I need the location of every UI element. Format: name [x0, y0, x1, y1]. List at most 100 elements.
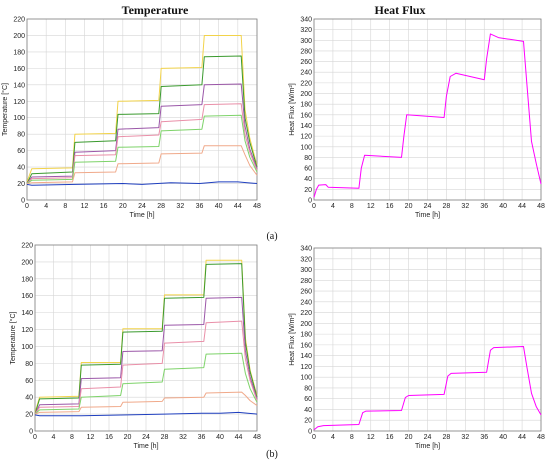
x-tick-label: 36	[480, 434, 488, 441]
y-tick-label: 20	[25, 412, 33, 419]
chart-b-flux: 0 4 8 12 16 20 24 28 32 36 40 44 4802040608010012014…	[289, 246, 545, 451]
y-tick-label: 220	[21, 243, 33, 250]
panel-label-b: (b)	[266, 449, 278, 460]
temperature-title: Temperature	[122, 3, 189, 17]
y-tick-label: 40	[17, 165, 25, 172]
y-tick-label: 160	[13, 66, 25, 73]
x-tick-label: 0	[312, 203, 316, 210]
series-line-1	[313, 33, 542, 198]
x-tick-label: 32	[461, 203, 469, 210]
series-line-7	[34, 411, 258, 417]
y-tick-label: 280	[300, 48, 312, 55]
x-tick-label: 8	[350, 203, 354, 210]
x-tick-label: 20	[405, 203, 413, 210]
y-tick-label: 60	[304, 166, 312, 173]
y-axis-label: Heat Flux [W/m²]	[289, 313, 296, 366]
y-tick-label: 220	[300, 310, 312, 317]
y-tick-label: 100	[300, 375, 312, 382]
y-tick-label: 20	[304, 187, 312, 194]
y-tick-label: 260	[300, 59, 312, 66]
x-tick-label: 48	[537, 203, 545, 210]
x-tick-label: 24	[142, 434, 150, 441]
y-tick-label: 180	[300, 102, 312, 109]
y-tick-label: 240	[300, 70, 312, 77]
x-tick-label: 0	[33, 434, 37, 441]
chart-b-temp: 0 4 8 12 16 20 24 28 32 36 40 44 4802040608010012014…	[9, 243, 261, 451]
y-tick-label: 140	[300, 123, 312, 130]
y-tick-label: 300	[300, 267, 312, 274]
x-tick-label: 40	[216, 434, 224, 441]
heat-flux-title: Heat Flux	[375, 3, 426, 17]
x-tick-label: 40	[499, 203, 507, 210]
x-tick-label: 28	[157, 203, 165, 210]
y-tick-label: 200	[300, 321, 312, 328]
plot-frame	[34, 244, 258, 432]
x-axis-label: Time [h]	[415, 212, 440, 219]
y-tick-label: 140	[300, 353, 312, 360]
y-tick-label: 20	[304, 418, 312, 425]
y-tick-label: 80	[304, 385, 312, 392]
plot-frame	[313, 18, 542, 201]
y-tick-label: 160	[300, 112, 312, 119]
x-tick-label: 20	[124, 434, 132, 441]
y-tick-label: 40	[304, 176, 312, 183]
x-tick-label: 44	[518, 203, 526, 210]
series-line-5	[26, 114, 258, 184]
y-axis-label: Temperature [°C]	[1, 83, 9, 136]
y-tick-label: 120	[300, 364, 312, 371]
x-tick-label: 28	[161, 434, 169, 441]
y-tick-label: 200	[21, 259, 33, 266]
y-tick-label: 20	[17, 181, 25, 188]
x-tick-label: 24	[138, 203, 146, 210]
y-tick-label: 200	[13, 33, 25, 40]
x-tick-label: 40	[215, 203, 223, 210]
y-tick-label: 320	[300, 256, 312, 263]
y-tick-label: 100	[21, 344, 33, 351]
y-tick-label: 240	[300, 299, 312, 306]
series-line-6	[34, 391, 258, 415]
y-axis-label: Temperature [°C]	[9, 311, 17, 364]
y-tick-label: 160	[21, 293, 33, 300]
y-tick-label: 160	[300, 342, 312, 349]
y-tick-label: 140	[13, 82, 25, 89]
x-tick-label: 20	[119, 203, 127, 210]
y-tick-label: 320	[300, 27, 312, 34]
y-tick-label: 140	[21, 310, 33, 317]
y-tick-label: 300	[300, 38, 312, 45]
x-tick-label: 28	[443, 203, 451, 210]
x-tick-label: 36	[196, 203, 204, 210]
x-tick-label: 32	[179, 434, 187, 441]
x-tick-label: 8	[350, 434, 354, 441]
series-line-4	[34, 320, 258, 415]
x-axis-label: Time [h]	[129, 212, 154, 219]
x-tick-label: 24	[424, 434, 432, 441]
x-tick-label: 48	[537, 434, 545, 441]
x-axis-label: Time [h]	[415, 443, 440, 450]
y-tick-label: 40	[304, 407, 312, 414]
x-tick-label: 12	[81, 203, 89, 210]
series-line-3	[34, 296, 258, 415]
x-tick-label: 12	[87, 434, 95, 441]
y-tick-label: 100	[13, 115, 25, 122]
chart-a-temp: 0 4 8 12 16 20 24 28 32 36 40 44 4802040608010012014…	[1, 17, 261, 220]
x-tick-label: 4	[52, 434, 56, 441]
y-tick-label: 120	[300, 134, 312, 141]
x-tick-label: 16	[100, 203, 108, 210]
chart-a-flux: 0 4 8 12 16 20 24 28 32 36 40 44 4802040608010012014…	[289, 17, 545, 220]
y-tick-label: 180	[21, 276, 33, 283]
plot-frame	[313, 247, 542, 432]
x-tick-label: 44	[234, 203, 242, 210]
y-tick-label: 120	[21, 327, 33, 334]
x-tick-label: 36	[198, 434, 206, 441]
y-tick-label: 180	[13, 49, 25, 56]
series-line-2	[34, 263, 258, 415]
x-tick-label: 48	[253, 434, 261, 441]
y-tick-label: 200	[300, 91, 312, 98]
x-tick-label: 24	[424, 203, 432, 210]
x-tick-label: 8	[70, 434, 74, 441]
y-axis-label: Heat Flux [W/m²]	[289, 83, 296, 136]
y-tick-label: 0	[29, 429, 33, 436]
x-tick-label: 32	[176, 203, 184, 210]
y-tick-label: 80	[25, 361, 33, 368]
